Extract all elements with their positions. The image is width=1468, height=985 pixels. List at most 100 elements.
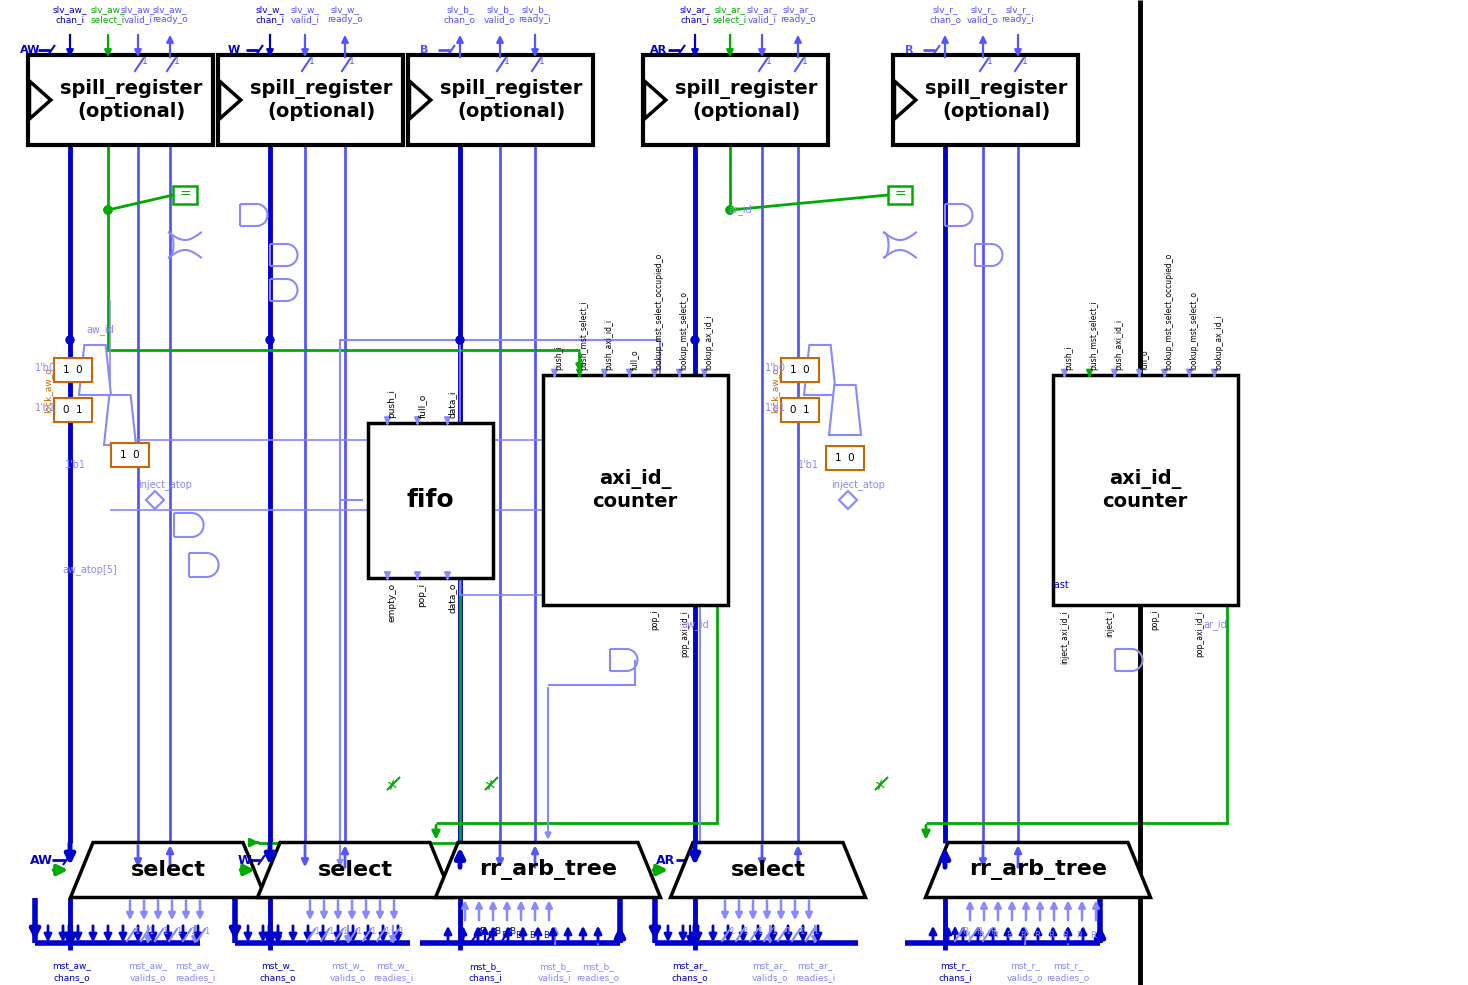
Polygon shape bbox=[257, 842, 452, 897]
Text: R: R bbox=[1006, 931, 1011, 940]
Text: 1: 1 bbox=[342, 927, 348, 936]
Text: 1'b1: 1'b1 bbox=[65, 460, 85, 470]
Text: 1  0: 1 0 bbox=[835, 453, 854, 463]
Polygon shape bbox=[894, 81, 916, 119]
Text: select: select bbox=[317, 860, 392, 880]
Text: inject_axi_id_i: inject_axi_id_i bbox=[1060, 610, 1070, 664]
Text: B: B bbox=[515, 931, 521, 940]
Text: pop_axi_id_i: pop_axi_id_i bbox=[1195, 610, 1205, 657]
Text: mst_r_
valids_o: mst_r_ valids_o bbox=[1007, 962, 1044, 982]
Circle shape bbox=[691, 336, 699, 344]
Text: mst_ar_
valids_o: mst_ar_ valids_o bbox=[752, 962, 788, 982]
Polygon shape bbox=[840, 491, 857, 509]
Bar bbox=[217, 55, 402, 145]
Text: inject_i: inject_i bbox=[1105, 610, 1114, 637]
Text: push_i: push_i bbox=[388, 388, 396, 418]
Bar bbox=[826, 446, 865, 470]
Text: 1: 1 bbox=[191, 927, 195, 936]
Text: slv_ar_
valid_i: slv_ar_ valid_i bbox=[747, 5, 778, 25]
Text: slv_w_
chan_i: slv_w_ chan_i bbox=[255, 5, 285, 25]
Circle shape bbox=[104, 206, 112, 214]
Text: lookup_mst_select_occupied_o: lookup_mst_select_occupied_o bbox=[655, 253, 664, 370]
Text: AW: AW bbox=[21, 45, 41, 55]
Text: R: R bbox=[962, 927, 967, 936]
Text: 1: 1 bbox=[310, 56, 314, 65]
Text: R: R bbox=[976, 927, 982, 936]
Text: slv_aw_
select_i: slv_aw_ select_i bbox=[91, 5, 125, 25]
Text: mst_w_
readies_i: mst_w_ readies_i bbox=[373, 962, 413, 982]
Text: B: B bbox=[493, 927, 501, 936]
Text: W: W bbox=[238, 853, 251, 867]
Text: data_i: data_i bbox=[448, 390, 457, 418]
Text: B: B bbox=[479, 927, 484, 936]
Bar bbox=[893, 55, 1078, 145]
Text: rr_arb_tree: rr_arb_tree bbox=[479, 860, 617, 881]
Text: B: B bbox=[509, 927, 515, 936]
Text: 1: 1 bbox=[148, 927, 154, 936]
Polygon shape bbox=[925, 842, 1151, 897]
Text: B: B bbox=[459, 931, 465, 940]
Text: 1: 1 bbox=[357, 927, 361, 936]
Text: push_i: push_i bbox=[555, 346, 564, 370]
Text: push_mst_select_i: push_mst_select_i bbox=[580, 300, 589, 370]
Text: 1  0: 1 0 bbox=[120, 450, 139, 460]
Text: inject_atop: inject_atop bbox=[138, 480, 192, 491]
Circle shape bbox=[727, 206, 734, 214]
Text: pop_i: pop_i bbox=[417, 582, 427, 607]
Text: 1'b0: 1'b0 bbox=[765, 363, 785, 373]
Text: AR: AR bbox=[656, 853, 675, 867]
Circle shape bbox=[66, 336, 73, 344]
Text: 0  1: 0 1 bbox=[790, 405, 810, 415]
Text: pop_i: pop_i bbox=[650, 610, 659, 630]
Text: 1: 1 bbox=[771, 927, 777, 936]
Polygon shape bbox=[671, 842, 866, 897]
Text: spill_register
(optional): spill_register (optional) bbox=[925, 79, 1067, 121]
Circle shape bbox=[104, 206, 112, 214]
Text: 1: 1 bbox=[813, 927, 819, 936]
Bar bbox=[173, 186, 197, 204]
Text: 1: 1 bbox=[1022, 56, 1028, 65]
Text: R: R bbox=[1076, 931, 1082, 940]
Bar bbox=[888, 186, 912, 204]
Text: slv_aw_
ready_o: slv_aw_ ready_o bbox=[153, 5, 188, 25]
Text: 1: 1 bbox=[135, 927, 139, 936]
Polygon shape bbox=[410, 81, 430, 119]
Text: slv_b_
valid_o: slv_b_ valid_o bbox=[484, 5, 515, 25]
Text: B: B bbox=[501, 931, 506, 940]
Text: lookup_mst_select_occupied_o: lookup_mst_select_occupied_o bbox=[1164, 253, 1173, 370]
Text: spill_register
(optional): spill_register (optional) bbox=[675, 79, 818, 121]
Polygon shape bbox=[104, 395, 137, 445]
Polygon shape bbox=[804, 345, 835, 395]
Text: 1: 1 bbox=[176, 927, 182, 936]
Text: mst_r_
chans_i: mst_r_ chans_i bbox=[938, 962, 972, 982]
Text: 1: 1 bbox=[504, 56, 509, 65]
Text: push_i: push_i bbox=[1064, 346, 1073, 370]
Bar bbox=[408, 55, 593, 145]
Bar bbox=[543, 375, 728, 605]
Text: R: R bbox=[1048, 931, 1054, 940]
Text: slv_b_
ready_i: slv_b_ ready_i bbox=[518, 5, 552, 25]
Text: axi_id_
counter: axi_id_ counter bbox=[1102, 469, 1188, 511]
Text: full_o: full_o bbox=[630, 350, 639, 370]
Circle shape bbox=[457, 336, 464, 344]
Polygon shape bbox=[829, 385, 862, 435]
Text: 1: 1 bbox=[766, 56, 772, 65]
Text: select: select bbox=[731, 860, 806, 880]
Text: 1'b1: 1'b1 bbox=[35, 403, 56, 413]
Polygon shape bbox=[644, 81, 666, 119]
Text: 1: 1 bbox=[329, 927, 333, 936]
Text: mst_aw_
chans_o: mst_aw_ chans_o bbox=[53, 962, 91, 982]
Text: R: R bbox=[992, 931, 998, 940]
Bar bbox=[781, 398, 819, 422]
Text: mst_ar_
readies_i: mst_ar_ readies_i bbox=[794, 962, 835, 982]
Text: x: x bbox=[386, 777, 398, 793]
Text: mst_aw_
readies_i: mst_aw_ readies_i bbox=[175, 962, 216, 982]
Text: x: x bbox=[873, 777, 887, 793]
Text: aw_id: aw_id bbox=[681, 620, 709, 630]
Bar bbox=[367, 423, 492, 577]
Text: B: B bbox=[528, 931, 534, 940]
Text: full_o: full_o bbox=[417, 393, 427, 418]
Text: slv_w_
ready_o: slv_w_ ready_o bbox=[327, 5, 363, 25]
Text: mst_b_
valids_i: mst_b_ valids_i bbox=[539, 962, 573, 982]
Polygon shape bbox=[436, 842, 661, 897]
